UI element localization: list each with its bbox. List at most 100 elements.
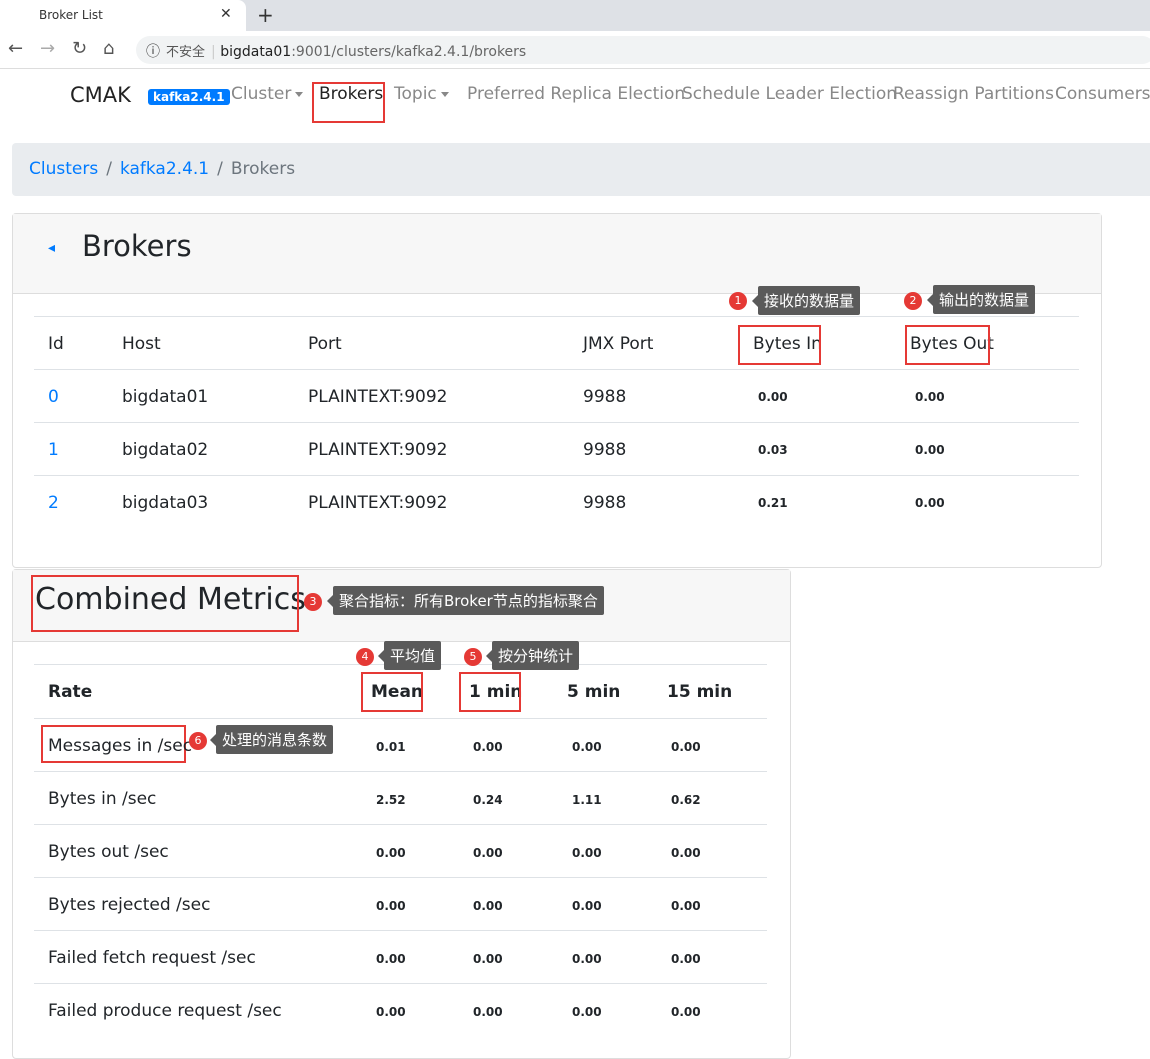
info-icon: ⓘ — [146, 44, 160, 60]
metric-value: 0.00 — [376, 899, 406, 913]
new-tab-icon[interactable]: + — [257, 3, 274, 27]
back-icon[interactable]: ← — [8, 38, 24, 59]
reload-icon[interactable]: ↻ — [72, 38, 88, 59]
col-host: Host — [122, 334, 161, 354]
broker-bytes-out: 0.00 — [915, 390, 945, 404]
broker-id-link[interactable]: 1 — [48, 440, 59, 460]
col-bytes-out: Bytes Out — [910, 334, 994, 354]
annotation-tooltip: 输出的数据量 — [926, 285, 1036, 314]
annotation-tooltip: 接收的数据量 — [751, 286, 861, 315]
breadcrumb-clusters[interactable]: Clusters — [29, 159, 99, 179]
broker-jmx-port: 9988 — [583, 387, 627, 407]
annotation-marker: 2 — [904, 292, 922, 310]
col-jmx-port: JMX Port — [583, 334, 654, 354]
metric-value: 1.11 — [572, 793, 602, 807]
broker-host: bigdata02 — [122, 440, 209, 460]
metric-value: 0.00 — [473, 899, 503, 913]
highlight-box — [459, 672, 521, 712]
highlight-box — [312, 82, 385, 123]
col-1min: 1 min — [469, 682, 523, 702]
back-arrow-icon[interactable]: ◂ — [48, 240, 56, 256]
metric-value: 0.00 — [473, 1005, 503, 1019]
caret-down-icon — [295, 91, 304, 97]
metric-value: 0.00 — [671, 899, 701, 913]
metric-value: 0.00 — [572, 952, 602, 966]
col-rate: Rate — [48, 682, 93, 702]
broker-port: PLAINTEXT:9092 — [308, 387, 448, 407]
metric-rate-label: Messages in /sec — [48, 736, 193, 756]
col-5min: 5 min — [567, 682, 621, 702]
brokers-title: Brokers — [82, 229, 192, 263]
nav-preferred-replica-election[interactable]: Preferred Replica Election — [467, 84, 686, 104]
highlight-box — [905, 325, 990, 365]
broker-bytes-in: 0.21 — [758, 496, 788, 510]
broker-port: PLAINTEXT:9092 — [308, 440, 448, 460]
broker-host: bigdata01 — [122, 387, 209, 407]
security-label: 不安全 — [166, 45, 206, 60]
metric-rate-label: Failed produce request /sec — [48, 1001, 282, 1021]
breadcrumb: Clusters / kafka2.4.1/Brokers — [12, 143, 1150, 196]
highlight-box — [31, 575, 299, 632]
col-bytes-in: Bytes In — [753, 334, 822, 354]
broker-jmx-port: 9988 — [583, 493, 627, 513]
broker-host: bigdata03 — [122, 493, 209, 513]
broker-bytes-in: 0.03 — [758, 443, 788, 457]
brand-logo[interactable]: CMAK — [70, 83, 131, 107]
caret-down-icon — [440, 91, 449, 97]
browser-tab[interactable]: Broker List — [0, 0, 246, 31]
metric-value: 0.00 — [376, 846, 406, 860]
metric-value: 0.00 — [473, 846, 503, 860]
metric-value: 0.00 — [473, 740, 503, 754]
annotation-marker: 6 — [189, 732, 207, 750]
highlight-box — [41, 725, 186, 763]
metric-rate-label: Bytes in /sec — [48, 789, 157, 809]
highlight-box — [361, 672, 423, 712]
metric-rate-label: Failed fetch request /sec — [48, 948, 256, 968]
nav-consumers[interactable]: Consumers — [1055, 84, 1150, 104]
metric-value: 0.00 — [671, 952, 701, 966]
metric-value: 0.24 — [473, 793, 503, 807]
breadcrumb-current: Brokers — [230, 159, 296, 179]
close-tab-icon[interactable]: ✕ — [220, 6, 232, 22]
url-input[interactable]: ⓘ 不安全 | bigdata01:9001/clusters/kafka2.4.1… — [136, 36, 1150, 64]
metric-value: 0.00 — [473, 952, 503, 966]
metric-rate-label: Bytes out /sec — [48, 842, 169, 862]
metric-value: 0.00 — [572, 740, 602, 754]
metric-value: 0.62 — [671, 793, 701, 807]
url-host: bigdata01 — [220, 44, 292, 60]
home-icon[interactable]: ⌂ — [103, 38, 115, 59]
annotation-marker: 5 — [464, 648, 482, 666]
nav-schedule-leader-election[interactable]: Schedule Leader Election — [682, 84, 898, 104]
broker-id-link[interactable]: 2 — [48, 493, 59, 513]
nav-cluster[interactable]: Cluster — [231, 84, 304, 104]
breadcrumb-cluster[interactable]: kafka2.4.1 — [119, 159, 210, 179]
broker-bytes-in: 0.00 — [758, 390, 788, 404]
broker-port: PLAINTEXT:9092 — [308, 493, 448, 513]
col-id: Id — [48, 334, 64, 354]
annotation-tooltip: 平均值 — [377, 641, 442, 670]
nav-brokers[interactable]: Brokers — [319, 84, 384, 104]
metric-value: 0.00 — [572, 899, 602, 913]
broker-id-link[interactable]: 0 — [48, 387, 59, 407]
nav-reassign-partitions[interactable]: Reassign Partitions — [893, 84, 1055, 104]
metric-value: 0.00 — [572, 846, 602, 860]
annotation-marker: 3 — [304, 593, 322, 611]
url-path: :9001/clusters/kafka2.4.1/brokers — [291, 44, 527, 60]
metric-value: 0.00 — [572, 1005, 602, 1019]
metric-value: 0.00 — [671, 846, 701, 860]
annotation-tooltip: 聚合指标：所有Broker节点的指标聚合 — [327, 586, 604, 615]
forward-icon[interactable]: → — [40, 38, 56, 59]
col-port: Port — [308, 334, 342, 354]
brokers-card — [12, 213, 1102, 568]
annotation-tooltip: 按分钟统计 — [485, 641, 580, 670]
metric-value: 0.00 — [671, 1005, 701, 1019]
broker-bytes-out: 0.00 — [915, 496, 945, 510]
metric-value: 0.00 — [671, 740, 701, 754]
metric-value: 0.01 — [376, 740, 406, 754]
nav-topic[interactable]: Topic — [394, 84, 449, 104]
combined-metrics-title: Combined Metrics — [35, 582, 306, 617]
broker-bytes-out: 0.00 — [915, 443, 945, 457]
metric-value: 2.52 — [376, 793, 406, 807]
cluster-badge: kafka2.4.1 — [148, 89, 230, 105]
broker-jmx-port: 9988 — [583, 440, 627, 460]
